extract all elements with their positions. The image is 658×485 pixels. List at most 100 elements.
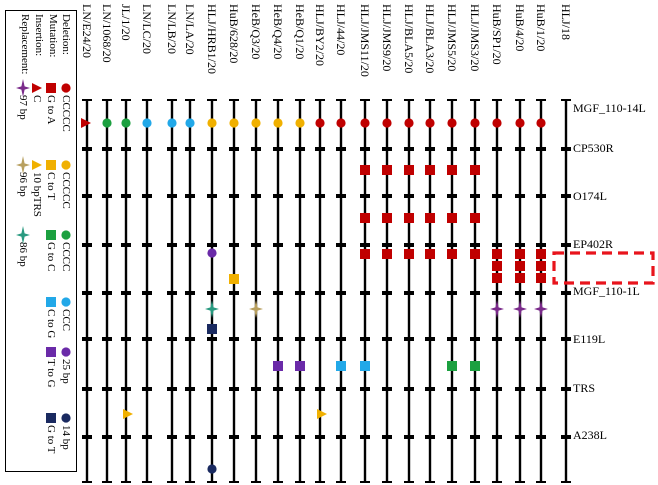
segment-bar [315,196,325,245]
segment-bar [121,196,131,245]
segment-bar [273,245,283,293]
segment-bar [447,293,457,339]
variation-marker [360,213,370,223]
segment-bar [102,339,112,389]
variation-marker [382,213,392,223]
segment-bar [167,149,177,196]
segment-bar [167,196,177,245]
variation-marker [404,165,414,175]
variation-marker [360,165,370,175]
strain-column [273,99,283,483]
legend-mutation-marker [46,297,56,307]
variation-marker [336,361,346,371]
segment-bar [492,339,502,389]
variation-marker [382,118,392,128]
segment-bar [295,389,305,437]
segment-bar [251,437,261,483]
segment-bar [295,437,305,483]
segment-bar [121,293,131,339]
legend-mutation-marker [46,160,56,170]
segment-bar [82,149,92,196]
segment-label: MGF_110-1L [573,284,640,298]
segment-bar [207,196,217,245]
segment-bar [561,389,571,437]
segment-bar [515,389,525,437]
variation-marker [470,165,480,175]
variation-marker [382,165,392,175]
segment-bar [336,196,346,245]
segment-bar [470,437,480,483]
legend-deletion-marker [61,413,71,423]
segment-bar [536,389,546,437]
legend-deletion-marker [61,230,71,240]
segment-bar [536,437,546,483]
variation-marker [513,300,527,318]
segment-bar [229,293,239,339]
variation-marker [492,249,502,259]
segment-bar [82,293,92,339]
variation-marker [536,273,546,283]
segment-bar [82,437,92,483]
segment-bar [82,389,92,437]
legend-mutation-marker [46,83,56,93]
segment-bar [251,245,261,293]
segment-bar [515,196,525,245]
variation-marker [470,361,480,371]
strain-column [515,99,525,483]
segment-bar [425,389,435,437]
segment-bar [142,293,152,339]
segment-bar [121,149,131,196]
segment-bar [382,339,392,389]
segment-bar [229,339,239,389]
segment-bar [167,293,177,339]
segment-label: TRS [573,381,596,395]
segment-bar [336,149,346,196]
variation-marker [295,361,305,371]
segment-bar [142,389,152,437]
variation-marker [515,118,525,128]
segment-bar [315,293,325,339]
segment-bar [251,149,261,196]
segment-bar [251,196,261,245]
segment-bar [515,339,525,389]
segment-bar [102,293,112,339]
strain-column [470,99,480,483]
segment-label: CP530R [573,140,614,155]
variation-marker [447,249,457,259]
segment-bar [561,293,571,339]
segment-label: A238L [573,428,607,442]
legend-replacement-marker [16,79,30,97]
variation-marker [142,118,152,128]
segment-bar [142,339,152,389]
variation-marker [207,248,217,258]
variation-marker [425,249,435,259]
variation-marker [207,324,217,334]
strain-column [404,99,414,483]
variation-marker [447,118,457,128]
variation-marker [205,300,219,318]
strain-column [447,99,457,483]
strain-column [102,99,112,483]
strain-column [185,99,195,483]
segment-bar [229,245,239,293]
legend-mutation-marker [46,413,56,423]
segment-bar [295,196,305,245]
segment-bar [185,245,195,293]
legend-replacement-marker [16,156,30,174]
variation-marker [336,118,346,128]
segment-bar [295,293,305,339]
segment-bar [404,389,414,437]
segment-bar [102,149,112,196]
segment-bar [492,196,502,245]
segment-bar [121,339,131,389]
segment-bar [121,245,131,293]
segment-bar [185,389,195,437]
segment-bar [185,293,195,339]
variation-marker [229,118,239,128]
segment-bar [382,437,392,483]
highlight-box [552,251,655,285]
variation-marker [207,118,217,128]
variation-marker [490,300,504,318]
strain-column [492,99,502,483]
